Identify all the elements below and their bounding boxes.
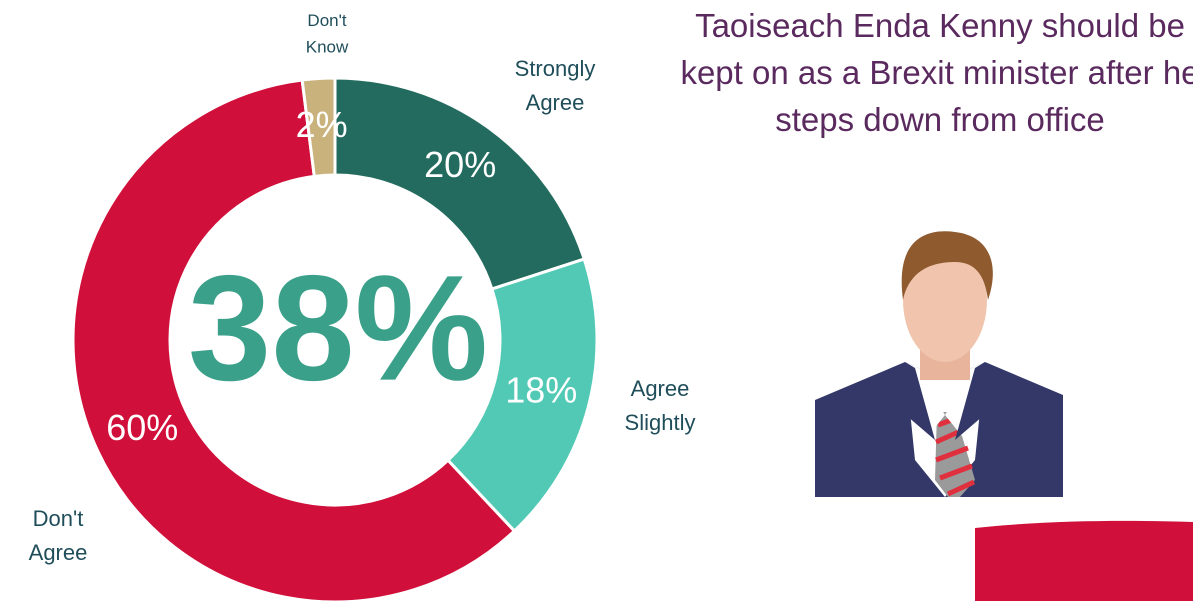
donut-slice (300, 76, 337, 178)
chart-title: Taoiseach Enda Kenny should be kept on a… (680, 7, 1193, 138)
category-label: Don't Agree (29, 506, 88, 565)
data-label: 2% (296, 104, 348, 145)
category-label: Agree Slightly (625, 376, 696, 435)
data-label: 20% (424, 144, 496, 185)
data-label: 18% (505, 369, 577, 410)
donut-slice (333, 76, 587, 291)
donut-slice (71, 78, 517, 601)
center-label: 38% (188, 244, 488, 412)
data-label: 60% (106, 407, 178, 448)
logo (975, 520, 1193, 601)
category-label: Strongly Agree (515, 56, 596, 115)
illustration (815, 231, 1063, 497)
category-label: Don't Know (306, 11, 349, 56)
